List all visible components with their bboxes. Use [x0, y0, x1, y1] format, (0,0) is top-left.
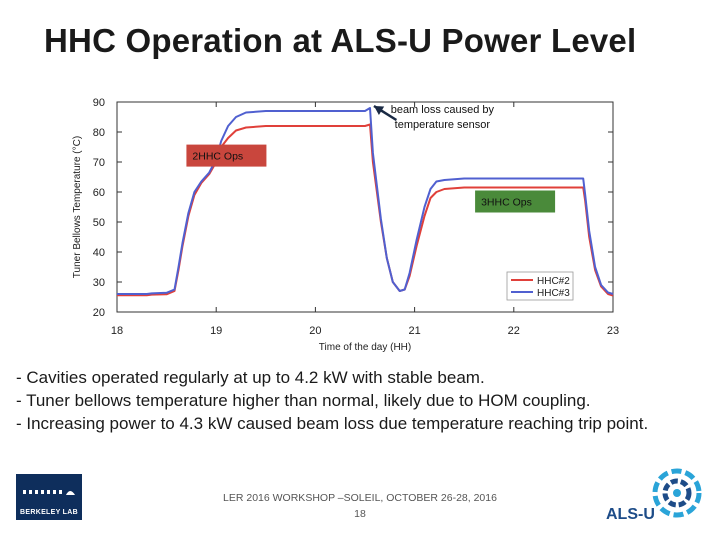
y-tick-label: 70: [93, 157, 105, 169]
annotation-label: 2HHC Ops: [192, 151, 243, 163]
series-line-hhc3: [117, 107, 614, 295]
y-tick-label: 60: [93, 187, 105, 199]
bullet-list: - Cavities operated regularly at up to 4…: [16, 366, 716, 435]
callout-text: beam loss caused by: [391, 104, 495, 116]
bullet-item: - Tuner bellows temperature higher than …: [16, 391, 591, 410]
temperature-line-chart: 20 30 40 50 60 70 80 90 18 19 20 21 22 23 Time of the …: [72, 97, 619, 353]
callout-text: temperature sensor: [395, 119, 491, 131]
y-tick-label: 20: [93, 307, 105, 319]
page-number: 18: [354, 508, 366, 520]
annotation-label: 3HHC Ops: [481, 197, 532, 209]
callout-arrowhead: [374, 106, 385, 115]
x-tick-label: 22: [508, 325, 520, 337]
aperture-icon: [652, 468, 702, 518]
x-tick-label: 19: [210, 325, 222, 337]
footer: LER 2016 WORKSHOP –SOLEIL, OCTOBER 26-28…: [200, 490, 520, 522]
y-tick-label: 90: [93, 97, 105, 109]
legend-label: HHC#3: [537, 288, 570, 299]
annotation-box: [186, 144, 267, 167]
als-u-logo: ALS-U: [604, 468, 708, 526]
x-tick-label: 21: [408, 325, 420, 337]
legend-box: [506, 271, 574, 301]
bullet-item: - Increasing power to 4.3 kW caused beam…: [16, 414, 649, 433]
building-icon: [23, 490, 75, 495]
plot-frame: [116, 101, 614, 313]
logo-text: ALS-U: [606, 506, 655, 523]
logo-text: BERKELEY LAB: [20, 509, 78, 516]
annotation-box: [475, 190, 556, 213]
y-axis-label: Tuner Bellows Temperature (°C): [72, 136, 83, 278]
x-tick-label: 20: [309, 325, 321, 337]
y-tick-label: 40: [93, 247, 105, 259]
y-tick-label: 80: [93, 127, 105, 139]
slide-title: HHC Operation at ALS-U Power Level: [44, 22, 637, 59]
footer-workshop: LER 2016 WORKSHOP –SOLEIL, OCTOBER 26-28…: [223, 492, 497, 504]
y-tick-label: 30: [93, 277, 105, 289]
y-tick-label: 50: [93, 217, 105, 229]
x-axis-label: Time of the day (HH): [319, 342, 411, 353]
x-tick-label: 23: [607, 325, 619, 337]
bullet-item: - Cavities operated regularly at up to 4…: [16, 368, 485, 387]
x-tick-label: 18: [111, 325, 123, 337]
legend-label: HHC#2: [537, 276, 570, 287]
berkeley-lab-logo: BERKELEY LAB: [16, 474, 82, 520]
